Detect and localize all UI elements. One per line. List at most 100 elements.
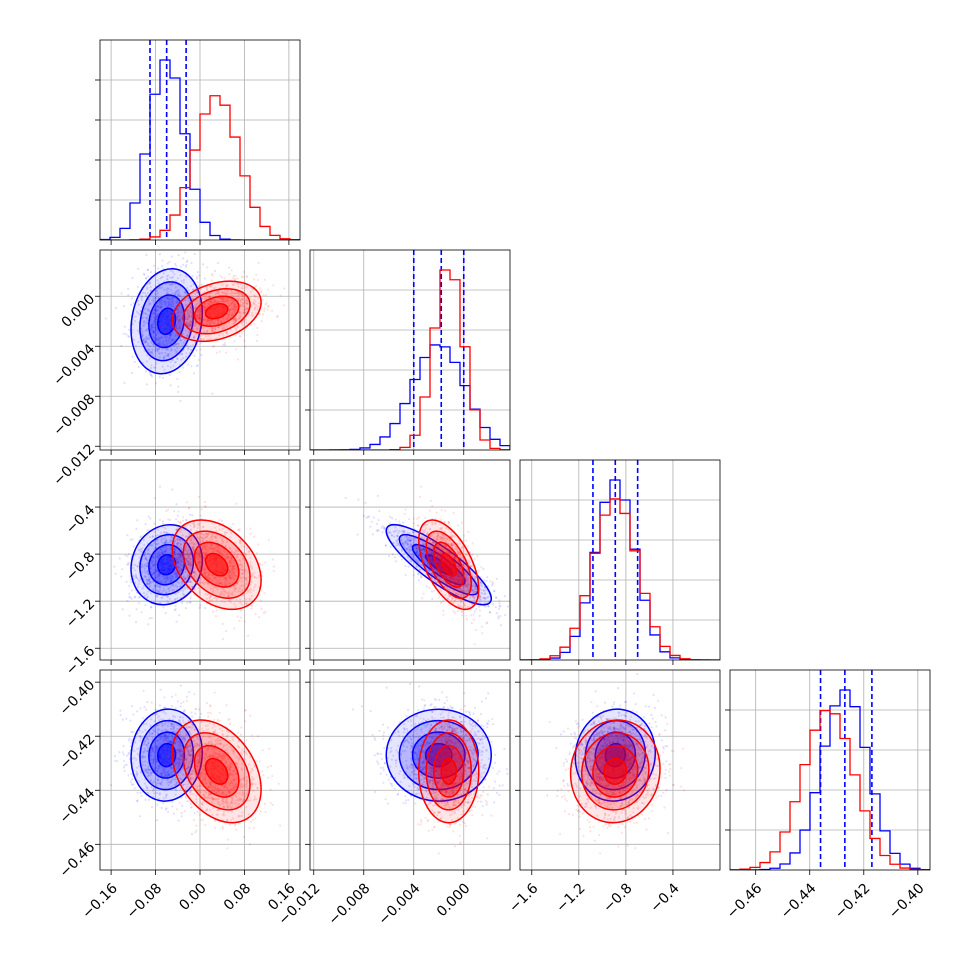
sample-point (190, 547, 193, 550)
sample-point (212, 327, 215, 330)
sample-point (151, 561, 154, 564)
sample-point (189, 601, 192, 604)
sample-point (230, 302, 233, 305)
sample-point (376, 494, 379, 497)
sample-point (178, 325, 181, 328)
sample-point (169, 333, 172, 336)
sample-point (164, 351, 167, 354)
sample-point (210, 328, 214, 331)
sample-point (186, 259, 189, 262)
sample-point (213, 330, 217, 333)
sample-point (224, 590, 227, 593)
sample-point (178, 555, 181, 558)
sample-point (238, 619, 241, 623)
sample-point (233, 310, 236, 313)
sample-point (168, 260, 171, 263)
sample-point (199, 348, 202, 351)
sample-point (202, 326, 205, 329)
sample-point (206, 304, 209, 307)
sample-point (189, 577, 192, 580)
sample-point (184, 570, 187, 573)
sample-point (145, 316, 148, 320)
sample-point (174, 576, 178, 579)
sample-point (239, 314, 242, 317)
sample-point (145, 565, 148, 568)
sample-point (147, 548, 150, 551)
sample-point (171, 534, 174, 538)
sample-point (161, 596, 164, 599)
sample-point (176, 292, 179, 296)
sample-point (213, 576, 216, 579)
sample-point (209, 322, 212, 325)
sample-point (205, 535, 209, 538)
sample-point (169, 319, 172, 322)
sample-point (202, 556, 205, 559)
sample-point (127, 563, 130, 566)
sample-point (233, 308, 236, 311)
sample-point (172, 305, 175, 308)
y-tick-label: −1.2 (63, 596, 98, 631)
sample-point (227, 581, 231, 585)
sample-point (217, 326, 220, 329)
sample-point (189, 310, 192, 313)
sample-point (217, 292, 220, 295)
sample-point (166, 297, 169, 300)
sample-point (185, 345, 188, 348)
sample-point (168, 373, 171, 376)
sample-point (247, 306, 250, 310)
sample-point (474, 628, 477, 632)
sample-point (158, 341, 162, 344)
sample-point (197, 358, 200, 361)
sample-point (172, 550, 176, 554)
sample-point (232, 565, 235, 568)
sample-point (196, 291, 199, 294)
sample-point (155, 333, 158, 336)
sample-point (228, 599, 231, 603)
sample-point (499, 624, 503, 627)
sample-point (425, 585, 428, 588)
sample-point (146, 578, 150, 581)
sample-point (193, 335, 196, 338)
sample-point (243, 294, 246, 297)
sample-point (127, 561, 130, 564)
sample-point (158, 287, 161, 290)
sample-point (153, 586, 156, 589)
sample-point (190, 565, 193, 568)
sample-point (173, 598, 176, 601)
sample-point (238, 294, 241, 297)
sample-point (422, 592, 425, 595)
sample-point (239, 576, 242, 579)
sample-point (171, 331, 174, 334)
sample-point (156, 574, 159, 577)
sample-point (194, 322, 197, 325)
sample-point (139, 550, 142, 553)
sample-point (228, 561, 231, 564)
sample-point (179, 546, 183, 549)
sample-point (156, 267, 160, 270)
sample-point (225, 318, 228, 321)
sample-point (207, 318, 210, 321)
sample-point (262, 293, 265, 297)
sample-point (164, 576, 167, 580)
sample-point (225, 540, 228, 544)
sample-point (132, 301, 135, 304)
sample-point (146, 268, 149, 271)
sample-point (159, 336, 163, 339)
sample-point (177, 288, 180, 292)
sample-point (157, 590, 161, 593)
sample-point (188, 300, 191, 303)
sample-point (165, 275, 169, 278)
sample-point (188, 315, 191, 318)
sample-point (236, 325, 240, 328)
sample-point (261, 575, 264, 578)
sample-point (180, 556, 183, 559)
sample-point (136, 565, 139, 568)
sample-point (172, 543, 176, 546)
sample-point (141, 334, 144, 337)
sample-point (485, 579, 488, 582)
sample-point (238, 579, 241, 582)
sample-point (175, 326, 178, 329)
sample-point (192, 319, 195, 322)
sample-point (214, 328, 217, 331)
sample-point (272, 565, 275, 568)
